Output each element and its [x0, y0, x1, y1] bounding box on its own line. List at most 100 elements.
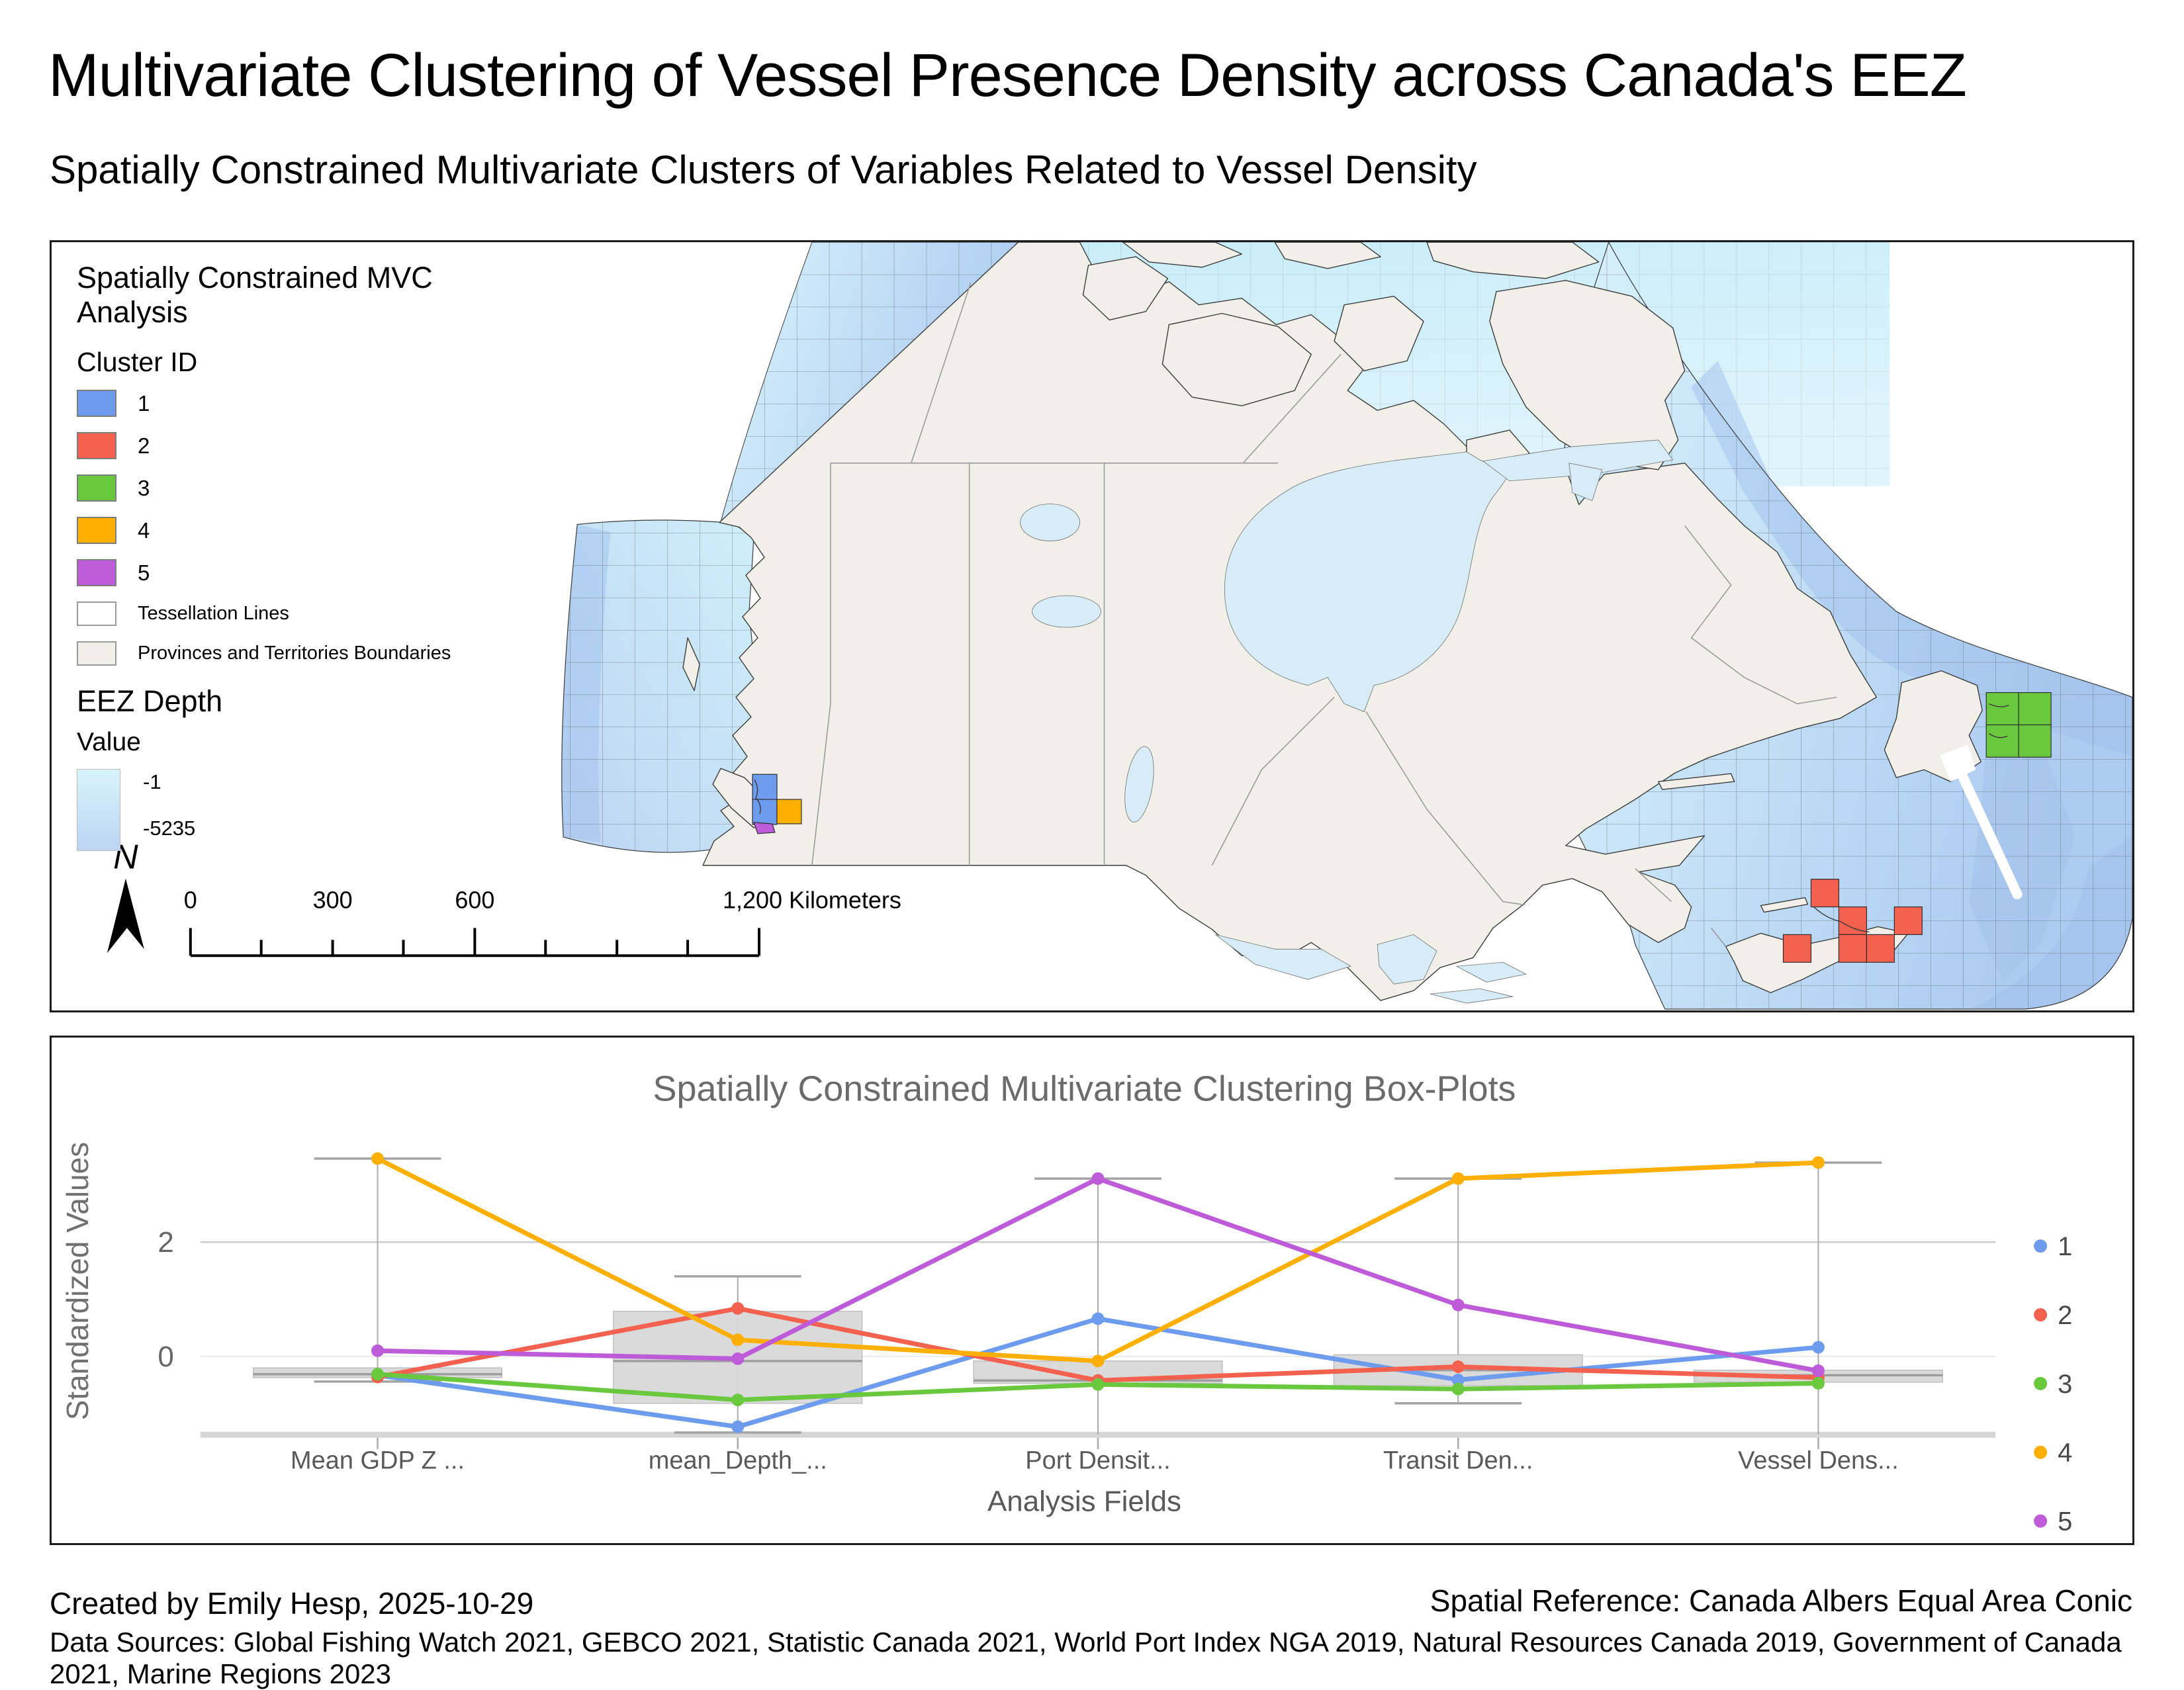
svg-text:Standardized Values: Standardized Values: [60, 1142, 95, 1421]
cluster2-cell: [1893, 906, 1923, 935]
provinces-label: Provinces and Territories Boundaries: [138, 643, 451, 664]
cluster1-swatch: [77, 390, 116, 417]
eez-max-label: -1: [143, 770, 161, 793]
svg-text:Spatially Constrained Multivar: Spatially Constrained Multivariate Clust…: [653, 1069, 1516, 1108]
pacific-eez: [561, 519, 761, 853]
cluster3-swatch: [77, 474, 116, 502]
svg-text:mean_Depth_...: mean_Depth_...: [649, 1447, 827, 1475]
anticosti-island: [1657, 773, 1735, 790]
banks-island: [1082, 256, 1169, 321]
boxplot-chart: Spatially Constrained Multivariate Clust…: [60, 1069, 2072, 1536]
legend-item-cluster-1: 1: [77, 390, 487, 417]
cluster2-label: 2: [138, 433, 150, 458]
lake-huron: [1377, 934, 1437, 985]
eez-min-label: -5235: [143, 817, 196, 840]
svg-text:4: 4: [2058, 1439, 2072, 1468]
lake-superior: [1215, 934, 1352, 980]
legend-item-cluster-4: 4: [77, 517, 487, 544]
svg-text:5: 5: [2058, 1507, 2072, 1536]
cluster4-label: 4: [138, 517, 150, 543]
cluster3-cell: [2018, 724, 2052, 758]
map-frame: N 0 300 600 1,200 Kilometers Spatially C…: [50, 240, 2134, 1012]
cluster4-cell: [776, 799, 802, 824]
pei: [1760, 897, 1809, 913]
atlantic-eez: [1545, 242, 2132, 1010]
map-canvas: N 0 300 600 1,200 Kilometers: [107, 242, 2132, 1010]
legend-title: Spatially Constrained MVC Analysis: [77, 261, 433, 329]
cluster2-cell: [1866, 934, 1895, 963]
cluster2-cell: [1838, 906, 1867, 935]
svg-text:2: 2: [158, 1226, 173, 1259]
scale-bar-labels: 0 300 600 1,200 Kilometers: [184, 887, 901, 914]
legend-item-cluster-2: 2: [77, 432, 487, 459]
svg-text:Port Densit...: Port Densit...: [1025, 1447, 1170, 1475]
svg-text:3: 3: [2058, 1370, 2072, 1399]
boxplot-chart-frame: Spatially Constrained Multivariate Clust…: [50, 1036, 2134, 1545]
cable-line: [1940, 744, 2023, 900]
parry-islands-2: [1274, 242, 1381, 269]
svg-text:Vessel Dens...: Vessel Dens...: [1738, 1447, 1899, 1475]
eez-value-label: Value: [77, 728, 141, 756]
somerset-island: [1334, 296, 1424, 372]
svg-text:Transit Den...: Transit Den...: [1383, 1447, 1533, 1475]
eez-gradient-swatch: [77, 769, 120, 851]
cluster2-swatch: [77, 432, 116, 459]
province-boundaries: [811, 283, 1837, 947]
cluster1-cell: [752, 774, 778, 800]
cluster3-label: 3: [138, 475, 150, 500]
interior-waters: [1020, 439, 1674, 1004]
legend-item-cluster-5: 5: [77, 559, 487, 586]
page-title: Multivariate Clustering of Vessel Presen…: [48, 42, 1967, 109]
data-sources-text: Data Sources: Global Fishing Watch 2021,…: [50, 1626, 2122, 1689]
eez-depth-legend: EEZ Depth Value -1 -5235: [77, 684, 487, 855]
cluster2-cell: [1838, 934, 1867, 963]
tessellation-label: Tessellation Lines: [138, 603, 289, 624]
lake-winnipeg: [1124, 746, 1154, 823]
svg-text:2: 2: [2058, 1301, 2072, 1330]
cluster5-cell: [753, 822, 776, 834]
hudson-bay: [1224, 451, 1510, 713]
legend-item-tessellation: Tessellation Lines: [77, 601, 487, 626]
provinces-swatch: [77, 641, 116, 666]
scale-1200: 1,200 Kilometers: [723, 887, 901, 914]
svg-text:0: 0: [158, 1341, 173, 1373]
coastline-accents: [754, 703, 2009, 933]
cluster5-swatch: [77, 559, 116, 586]
lake-ontario: [1455, 961, 1527, 983]
svg-text:1: 1: [2058, 1232, 2072, 1261]
cluster2-cell: [1810, 879, 1840, 908]
scale-bar: [189, 928, 760, 957]
svg-text:Analysis Fields: Analysis Fields: [987, 1486, 1181, 1518]
haida-gwaii: [682, 637, 700, 691]
cluster3-cell: [1985, 692, 2019, 726]
great-slave-lake: [1032, 595, 1101, 628]
victoria-island: [1161, 312, 1312, 406]
cluster2-cell: [1782, 934, 1812, 963]
tessellation-swatch: [77, 601, 116, 626]
cluster4-swatch: [77, 517, 116, 544]
cluster1-label: 1: [138, 390, 150, 416]
ungava-bay: [1569, 463, 1603, 502]
great-bear-lake: [1020, 504, 1080, 541]
hudson-strait: [1482, 439, 1674, 482]
ellesmere-devon: [1426, 242, 1600, 279]
scale-300: 300: [313, 887, 353, 914]
map-legend: Spatially Constrained MVC Analysis Clust…: [77, 261, 487, 855]
legend-item-provinces: Provinces and Territories Boundaries: [77, 641, 487, 666]
eez-depth-title: EEZ Depth: [77, 684, 223, 718]
legend-cluster-group-label: Cluster ID: [77, 347, 198, 377]
cluster3-cell: [1985, 724, 2019, 758]
svg-text:Mean GDP Z ...: Mean GDP Z ...: [291, 1447, 465, 1475]
legend-item-cluster-3: 3: [77, 474, 487, 502]
cluster1-cell: [752, 799, 778, 825]
scale-0: 0: [184, 887, 197, 914]
cluster5-label: 5: [138, 560, 150, 585]
created-by-text: Created by Emily Hesp, 2025-10-29: [50, 1586, 534, 1621]
spatial-reference-text: Spatial Reference: Canada Albers Equal A…: [1430, 1583, 2132, 1618]
cluster-cells: [752, 692, 2052, 963]
scale-600: 600: [455, 887, 494, 914]
cluster3-cell: [2018, 692, 2052, 726]
page-subtitle: Spatially Constrained Multivariate Clust…: [50, 148, 1477, 192]
eez-gradient-ramp: -1 -5235: [77, 769, 487, 855]
parry-islands: [1122, 242, 1242, 268]
